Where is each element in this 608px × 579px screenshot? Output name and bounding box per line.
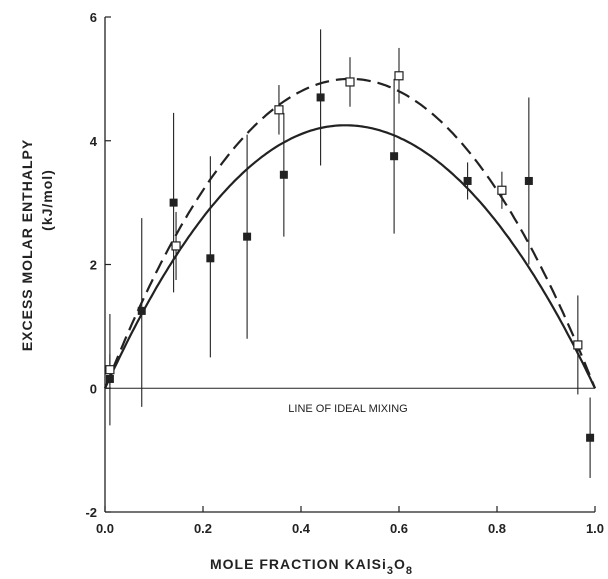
filled-square-point — [316, 93, 325, 102]
filled-square-point — [586, 433, 595, 442]
ticks: 0.0 0.2 0.4 0.6 0.8 1.0 -2 0 2 4 6 — [85, 10, 604, 536]
filled-square-point — [206, 254, 215, 263]
markers — [105, 71, 595, 442]
x-tick-label: 0.2 — [194, 521, 212, 536]
filled-square-point — [169, 198, 178, 207]
y-tick-label: 4 — [90, 134, 98, 149]
x-tick-label: 0.6 — [390, 521, 408, 536]
open-square-point — [497, 185, 507, 195]
x-axis-title-sub1: 3 — [387, 565, 394, 577]
open-square-point — [274, 105, 284, 115]
filled-square-point — [137, 306, 146, 315]
filled-square-point — [279, 170, 288, 179]
open-square-point — [345, 77, 355, 87]
open-square-point — [171, 241, 181, 251]
filled-square-point — [243, 232, 252, 241]
y-tick-label: 0 — [90, 381, 97, 396]
open-square-point — [105, 365, 115, 375]
ideal-mixing-annotation: LINE OF IDEAL MIXING — [288, 403, 407, 415]
y-tick-label: 6 — [90, 10, 97, 25]
x-tick-label: 0.0 — [96, 521, 114, 536]
x-axis-title-mid: O — [394, 556, 406, 572]
filled-square-point — [105, 374, 114, 383]
dashed-fit-curve — [103, 77, 597, 389]
x-axis-title-main: MOLE FRACTION KAlSi — [210, 556, 387, 572]
curves — [103, 77, 597, 389]
y-tick-label: -2 — [85, 505, 97, 520]
x-tick-label: 0.8 — [488, 521, 506, 536]
y-axis-title: EXCESS MOLAR ENTHALPY — [19, 139, 35, 351]
x-axis-title-sub2: 8 — [406, 565, 413, 577]
x-tick-label: 1.0 — [586, 521, 604, 536]
open-square-point — [394, 71, 404, 81]
filled-square-point — [524, 176, 533, 185]
y-tick-label: 2 — [90, 258, 97, 273]
x-axis-title: MOLE FRACTION KAlSi3O8 — [210, 556, 413, 577]
open-square-point — [573, 340, 583, 350]
x-tick-label: 0.4 — [292, 521, 311, 536]
y-axis-units: (kJ/mol) — [39, 169, 55, 231]
filled-square-point — [463, 176, 472, 185]
solid-fit-curve — [104, 124, 596, 389]
filled-square-point — [390, 152, 399, 161]
